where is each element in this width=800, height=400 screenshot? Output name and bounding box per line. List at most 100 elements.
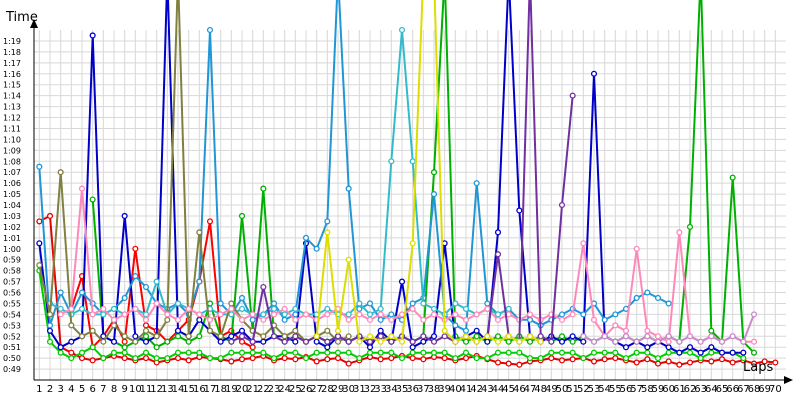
data-point xyxy=(708,344,715,351)
x-tick-label: 9 xyxy=(121,384,127,395)
x-axis-arrow xyxy=(784,376,793,384)
data-point xyxy=(420,300,427,307)
data-point xyxy=(356,338,363,345)
data-point xyxy=(558,333,566,340)
data-point xyxy=(68,349,75,356)
data-point xyxy=(356,311,363,318)
x-tick-label: 19 xyxy=(225,384,238,395)
data-point xyxy=(398,26,406,34)
data-point xyxy=(324,338,331,345)
x-tick-label: 31 xyxy=(353,384,366,395)
x-tick-label: 51 xyxy=(566,384,579,395)
data-point xyxy=(345,360,352,367)
data-point xyxy=(590,349,598,356)
data-point xyxy=(398,311,406,318)
data-point xyxy=(430,333,438,340)
data-point xyxy=(36,163,43,170)
x-tick-labels: 1 2 3 4 5 6 7 8 9 1011121314151617181920212223242… xyxy=(36,384,782,395)
data-point xyxy=(686,359,694,366)
data-point xyxy=(761,358,768,365)
x-tick-label: 18 xyxy=(214,384,227,395)
y-tick-label: 1:08 xyxy=(3,157,21,166)
x-tick-label: 50 xyxy=(556,384,569,395)
data-point xyxy=(57,349,64,356)
data-point xyxy=(292,305,299,312)
x-axis-title: Laps xyxy=(743,360,773,375)
data-point xyxy=(270,333,278,340)
x-tick-label: 66 xyxy=(726,384,739,395)
data-point xyxy=(345,316,352,323)
y-tick-label: 1:15 xyxy=(3,81,21,90)
data-point xyxy=(430,338,438,345)
data-point xyxy=(452,311,459,318)
data-point xyxy=(420,356,427,363)
data-point xyxy=(68,355,75,362)
data-point xyxy=(526,316,534,323)
data-point xyxy=(686,349,694,356)
data-point xyxy=(174,333,182,340)
data-point xyxy=(430,311,438,318)
data-point xyxy=(633,338,640,345)
data-point xyxy=(260,185,267,192)
data-point xyxy=(292,338,299,345)
data-point xyxy=(516,361,523,368)
series-3 xyxy=(36,267,747,362)
x-tick-label: 64 xyxy=(705,384,718,395)
y-tick-label: 1:09 xyxy=(3,146,21,155)
data-point xyxy=(612,349,619,356)
data-point xyxy=(505,333,512,340)
data-point xyxy=(420,349,427,356)
data-point xyxy=(228,311,235,318)
data-point xyxy=(142,316,150,323)
y-tick-label: 0:56 xyxy=(3,289,21,298)
data-point xyxy=(302,234,310,241)
data-point xyxy=(174,316,182,323)
data-point xyxy=(238,356,246,363)
data-point xyxy=(57,289,64,296)
data-point xyxy=(409,158,416,165)
data-point xyxy=(644,327,651,334)
data-point xyxy=(153,355,160,362)
data-point xyxy=(420,316,427,323)
data-point xyxy=(526,311,534,318)
data-point xyxy=(526,355,534,362)
data-point xyxy=(473,180,480,187)
data-point xyxy=(238,327,246,334)
data-point xyxy=(89,32,96,39)
data-point xyxy=(324,305,331,312)
x-tick-label: 1 xyxy=(36,384,42,395)
data-point xyxy=(644,349,651,356)
y-tick-label: 1:01 xyxy=(3,234,21,243)
data-point xyxy=(174,349,182,356)
x-tick-label: 4 xyxy=(68,384,74,395)
data-point xyxy=(142,338,150,345)
data-point xyxy=(100,355,107,362)
data-point xyxy=(697,349,704,356)
data-point xyxy=(217,311,224,318)
data-point xyxy=(750,311,758,318)
data-point xyxy=(537,333,544,340)
x-tick-label: 11 xyxy=(140,384,153,395)
data-point xyxy=(153,344,160,351)
data-point xyxy=(654,338,662,345)
x-tick-label: 39 xyxy=(438,384,451,395)
data-point xyxy=(718,349,726,356)
y-tick-labels: 0:49 0:50 0:51 0:52 0:53 0:54 0:550:56 0:57 0:58… xyxy=(3,37,21,374)
data-point xyxy=(665,338,672,345)
data-point xyxy=(484,305,491,312)
data-point xyxy=(665,349,672,356)
data-point xyxy=(612,322,619,329)
data-point xyxy=(260,338,267,345)
data-point xyxy=(505,349,512,356)
data-point xyxy=(644,356,651,363)
series-line xyxy=(38,214,776,366)
data-point xyxy=(452,322,459,329)
data-point xyxy=(644,289,651,296)
data-point xyxy=(409,344,416,351)
data-point xyxy=(633,245,640,252)
y-tick-label: 0:58 xyxy=(3,267,21,276)
data-point xyxy=(473,355,480,362)
data-point xyxy=(441,327,448,334)
data-point xyxy=(270,300,278,307)
data-point xyxy=(110,316,118,323)
